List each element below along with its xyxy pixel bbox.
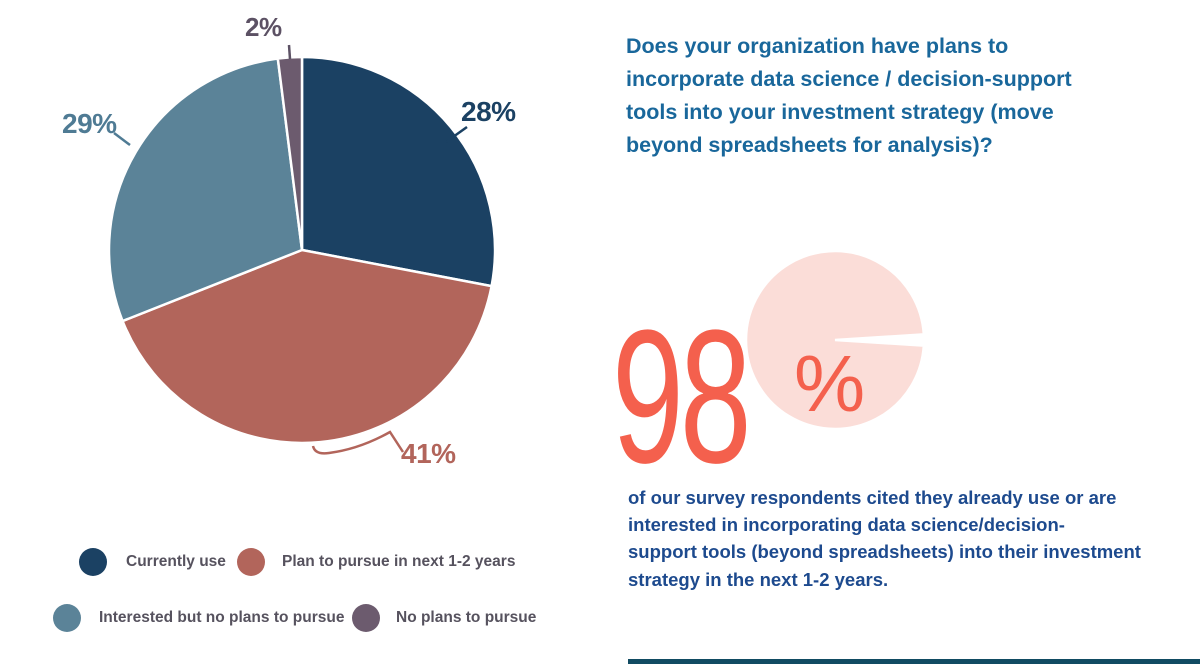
pie-label-interested: 29%	[62, 108, 117, 139]
pie-slice	[744, 249, 926, 431]
leader-line-28	[445, 125, 468, 144]
leader-line-29	[113, 132, 131, 146]
leader-line-41	[311, 430, 405, 455]
heading-line: Does your organization have plans to	[626, 34, 1009, 58]
pie-label-plan-to-pursue: 41%	[401, 438, 456, 469]
stat-highlight-pie	[744, 249, 926, 431]
pie-slice	[120, 248, 494, 445]
heading-line: incorporate data science / decision-supp…	[626, 67, 1072, 91]
legend-label-no-plans: No plans to pursue	[396, 609, 537, 626]
heading-line: tools into your investment strategy (mov…	[626, 100, 1054, 124]
paragraph-line: strategy in the next 1-2 years.	[628, 568, 889, 590]
stat-description: of our survey respondents cited they alr…	[628, 484, 1141, 593]
pie-label-currently-use: 28%	[461, 96, 516, 127]
legend-dot-plan-to-pursue	[237, 548, 265, 576]
footer-rule	[628, 659, 1200, 664]
stat-value: 98	[612, 291, 752, 503]
paragraph-line: support tools (beyond spreadsheets) into…	[628, 541, 1141, 563]
legend-label-plan-to-pursue: Plan to pursue in next 1-2 years	[282, 553, 516, 570]
pie-label-no-plans: 2%	[245, 12, 282, 42]
legend-dot-interested	[53, 604, 81, 632]
pie-chart	[107, 44, 497, 455]
survey-question-heading: Does your organization have plans to inc…	[626, 30, 1072, 162]
stat-98-percent: 98 %	[612, 302, 912, 502]
pie-slice	[300, 55, 497, 288]
percent-sign: %	[794, 339, 866, 428]
legend-label-interested: Interested but no plans to pursue	[99, 609, 345, 626]
leader-line-2	[287, 44, 292, 60]
heading-line: beyond spreadsheets for analysis)?	[626, 133, 993, 157]
paragraph-line: interested in incorporating data science…	[628, 514, 1065, 536]
legend-dot-no-plans	[352, 604, 380, 632]
legend-dot-currently-use	[79, 548, 107, 576]
paragraph-line: of our survey respondents cited they alr…	[628, 487, 1117, 508]
legend-label-currently-use: Currently use	[126, 553, 226, 570]
pie-slice	[107, 57, 304, 323]
